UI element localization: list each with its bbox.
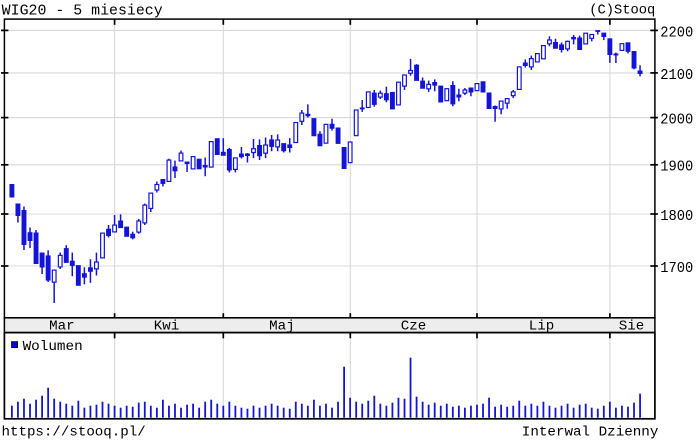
svg-text:2000: 2000 <box>660 113 693 129</box>
svg-text:2200: 2200 <box>660 25 693 41</box>
svg-text:1900: 1900 <box>660 160 693 176</box>
svg-text:Mar: Mar <box>49 320 74 335</box>
svg-text:Kwi: Kwi <box>154 319 180 335</box>
svg-text:1700: 1700 <box>660 261 693 277</box>
svg-text:1800: 1800 <box>660 209 693 225</box>
svg-text:2100: 2100 <box>660 68 693 84</box>
svg-text:https://stooq.pl/: https://stooq.pl/ <box>2 425 146 440</box>
svg-text:Cze: Cze <box>401 320 427 335</box>
svg-text:Sie: Sie <box>619 319 645 335</box>
svg-text:WIG20 - 5 miesiecy: WIG20 - 5 miesiecy <box>2 4 163 20</box>
svg-text:Lip: Lip <box>529 319 555 335</box>
svg-text:(C)Stooq: (C)Stooq <box>589 3 655 19</box>
svg-text:Maj: Maj <box>269 319 295 335</box>
svg-text:Wolumen: Wolumen <box>23 339 83 355</box>
svg-text:Interwal Dzienny: Interwal Dzienny <box>522 425 659 440</box>
